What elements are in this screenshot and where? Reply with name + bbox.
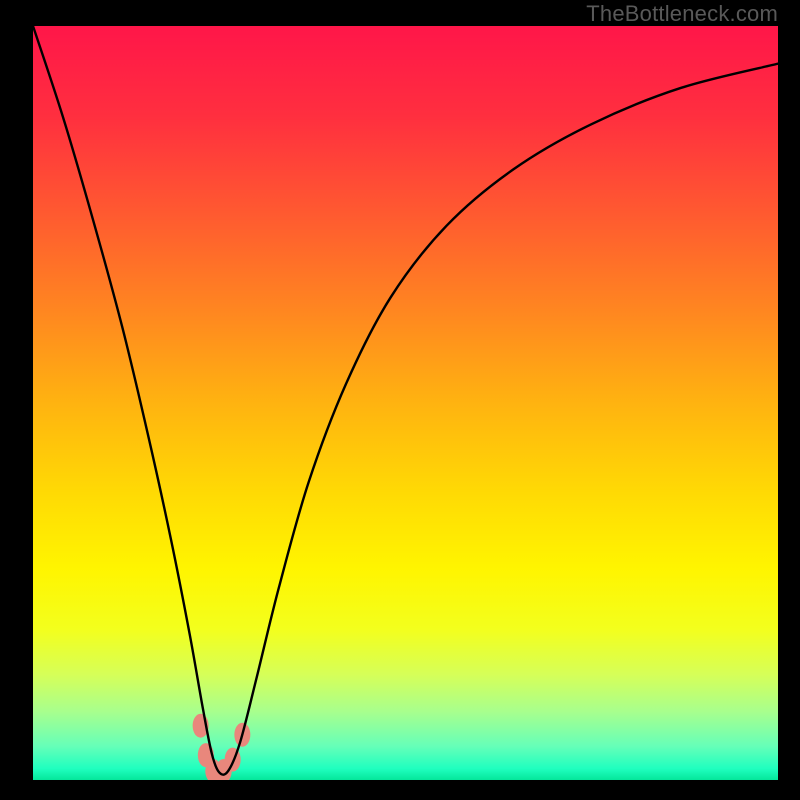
- plot-area: [33, 26, 778, 780]
- watermark-text: TheBottleneck.com: [586, 1, 778, 27]
- chart-frame: TheBottleneck.com: [0, 0, 800, 800]
- gradient-background: [33, 26, 778, 780]
- chart-svg: [33, 26, 778, 780]
